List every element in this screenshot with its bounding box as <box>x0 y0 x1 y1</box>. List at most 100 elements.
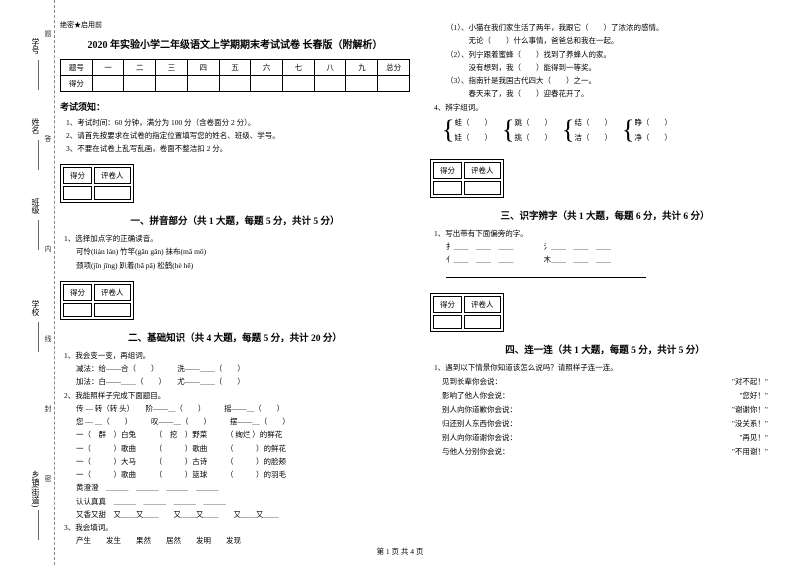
sidebar-inner: 封 <box>43 405 53 412</box>
cell: 五 <box>219 60 251 76</box>
score-table: 题号 一 二 三 四 五 六 七 八 九 总分 得分 <box>60 59 410 92</box>
scorebox-cell[interactable] <box>94 186 131 200</box>
cell[interactable] <box>124 76 156 92</box>
connect-right: "您好！" <box>739 390 768 401</box>
cell: 八 <box>314 60 346 76</box>
connect-row: 见到长辈你会说："对不起！" <box>442 376 768 387</box>
page-footer: 第 1 页 共 4 页 <box>0 546 800 557</box>
q1-stem: 1、选择加点字的正确读音。 <box>64 233 410 244</box>
scorebox-label: 得分 <box>63 284 92 301</box>
q2b-stem: 2、我能照样子完成下面题目。 <box>64 390 410 401</box>
sidebar-label: 学号 <box>30 38 41 54</box>
section-3-title: 三、识字辨字（共 1 大题，每题 6 分，共计 6 分） <box>430 208 780 222</box>
grader-box: 得分评卷人 <box>430 159 504 198</box>
s3q-stem: 1、写出带有下面偏旁的字。 <box>434 228 780 239</box>
binding-sidebar: 学号 姓名 班级 学校 乡镇(街道) 题 答 内 线 封 密 <box>0 0 55 565</box>
cell: 四 <box>187 60 219 76</box>
cell[interactable] <box>219 76 251 92</box>
q2b-line: 一（ 群 ）白兔 （ 挖 ）野菜 （ 绚烂 ）的鲜花 <box>76 429 410 440</box>
scorebox-cell[interactable] <box>94 303 131 317</box>
brace-icon: { <box>442 118 454 141</box>
notice-line: 3、不要在试卷上乱写乱画，卷面不整洁扣 2 分。 <box>66 143 410 154</box>
sidebar-line <box>38 322 39 352</box>
s3q-line: 扌＿＿ ＿＿ ＿＿ 氵＿＿ ＿＿ ＿＿ <box>446 241 780 252</box>
right-line: 无论（ ）什么事情，爸爸总和我在一起。 <box>446 35 780 46</box>
q2a-stem: 1、我会变一变，再组词。 <box>64 350 410 361</box>
right-line: （2）、列宁跟着蜜蜂（ ）找到了养蜂人的家。 <box>446 49 780 60</box>
cell[interactable] <box>156 76 188 92</box>
connect-right: "没关系！" <box>732 418 768 429</box>
cell: 得分 <box>61 76 93 92</box>
brace-item: 洁（ ） <box>574 132 612 143</box>
cell: 二 <box>124 60 156 76</box>
cell[interactable] <box>346 76 378 92</box>
connect-left: 别人向你道歉你会说： <box>442 404 517 415</box>
notice-line: 1、考试时间：60 分钟，满分为 100 分（含卷面分 2 分）。 <box>66 117 410 128</box>
q2b-line: 一（ ）歌曲 （ ）歌曲 （ ）的鲜花 <box>76 443 410 454</box>
sidebar-label: 乡镇(街道) <box>30 470 41 507</box>
sidebar-label: 班级 <box>30 198 41 214</box>
grader-box: 得分评卷人 <box>60 164 134 203</box>
q2c-line: 产生 发生 果然 居然 发明 发现 <box>76 535 410 546</box>
sidebar-line <box>38 220 39 250</box>
scorebox-cell[interactable] <box>464 315 501 329</box>
notice-line: 2、请首先按要求在试卷的指定位置填写您的姓名、班级、学号。 <box>66 130 410 141</box>
q2b-line: 黄澄澄 ＿＿＿ ＿＿＿ ＿＿＿ ＿＿＿ <box>76 482 410 493</box>
connect-left: 别人向你道谢你会说： <box>442 432 517 443</box>
notice-title: 考试须知： <box>60 100 410 113</box>
brace-item: 净（ ） <box>634 132 672 143</box>
scorebox-cell[interactable] <box>433 315 462 329</box>
cell: 题号 <box>61 60 93 76</box>
brace-icon: { <box>502 118 514 141</box>
cell: 九 <box>346 60 378 76</box>
q2b-line: 认认真真 ＿＿＿ ＿＿＿ ＿＿＿ ＿＿＿ <box>76 496 410 507</box>
sidebar-inner: 题 <box>43 30 53 37</box>
scorebox-cell[interactable] <box>433 181 462 195</box>
right-line: （1）、小猫在我们家生活了两年，我跟它（ ）了浓浓的感情。 <box>446 22 780 33</box>
q4-stem: 4、辨字组词。 <box>434 102 780 113</box>
connect-row: 影响了他人你会说： "您好！" <box>442 390 768 401</box>
q2b-line: 又香又甜 又＿＿又＿＿ 又＿＿又＿＿ 又＿＿又＿＿ <box>76 509 410 520</box>
q2b-line: 传 — 转（转 头） 阶——＿（ ） 摇——＿（ ） <box>76 403 410 414</box>
sidebar-label: 姓名 <box>30 118 41 134</box>
sidebar-line <box>38 60 39 90</box>
s3q-blank <box>446 268 780 283</box>
connect-left: 影响了他人你会说： <box>442 390 510 401</box>
cell[interactable] <box>187 76 219 92</box>
q2a-line: 减法：给——合（ ） 洗——＿＿（ ） <box>76 363 410 374</box>
sidebar-inner: 答 <box>43 135 53 142</box>
brace-item: 结（ ） <box>574 117 612 128</box>
q2b-line: 一（ ）大马 （ ）古诗 （ ）的脸颊 <box>76 456 410 467</box>
brace-pair: { 结（ ） 洁（ ） <box>562 117 612 143</box>
cell[interactable] <box>378 76 410 92</box>
cell: 一 <box>92 60 124 76</box>
cell: 六 <box>251 60 283 76</box>
brace-pair: { 蛙（ ） 娃（ ） <box>442 117 492 143</box>
scorebox-cell[interactable] <box>63 186 92 200</box>
s4q-stem: 1、遇到以下情景你知道该怎么说吗？请照样子连一连。 <box>434 362 780 373</box>
grader-box: 得分评卷人 <box>430 293 504 332</box>
sidebar-line <box>38 140 39 170</box>
brace-icon: { <box>562 118 574 141</box>
connect-left: 见到长辈你会说： <box>442 376 502 387</box>
scorebox-cell[interactable] <box>63 303 92 317</box>
cell[interactable] <box>251 76 283 92</box>
brace-pair: { 跳（ ） 挑（ ） <box>502 117 552 143</box>
scorebox-label: 评卷人 <box>94 284 131 301</box>
scorebox-label: 评卷人 <box>94 167 131 184</box>
score-value-row: 得分 <box>61 76 410 92</box>
s3q-line: 亻＿＿ ＿＿ ＿＿ 木＿＿ ＿＿ ＿＿ <box>446 254 780 265</box>
cell[interactable] <box>92 76 124 92</box>
sidebar-label: 学校 <box>30 300 41 316</box>
connect-right: "再见！" <box>739 432 768 443</box>
cell[interactable] <box>283 76 315 92</box>
connect-left: 归还别人东西你会说： <box>442 418 517 429</box>
cell[interactable] <box>314 76 346 92</box>
sidebar-inner: 线 <box>43 335 53 342</box>
connect-right: "谢谢你！" <box>732 404 768 415</box>
section-4-title: 四、连一连（共 1 大题，每题 5 分，共计 5 分） <box>430 342 780 356</box>
grader-box: 得分评卷人 <box>60 281 134 320</box>
connect-row: 归还别人东西你会说： "没关系！" <box>442 418 768 429</box>
scorebox-cell[interactable] <box>464 181 501 195</box>
brace-item: 挑（ ） <box>514 132 552 143</box>
